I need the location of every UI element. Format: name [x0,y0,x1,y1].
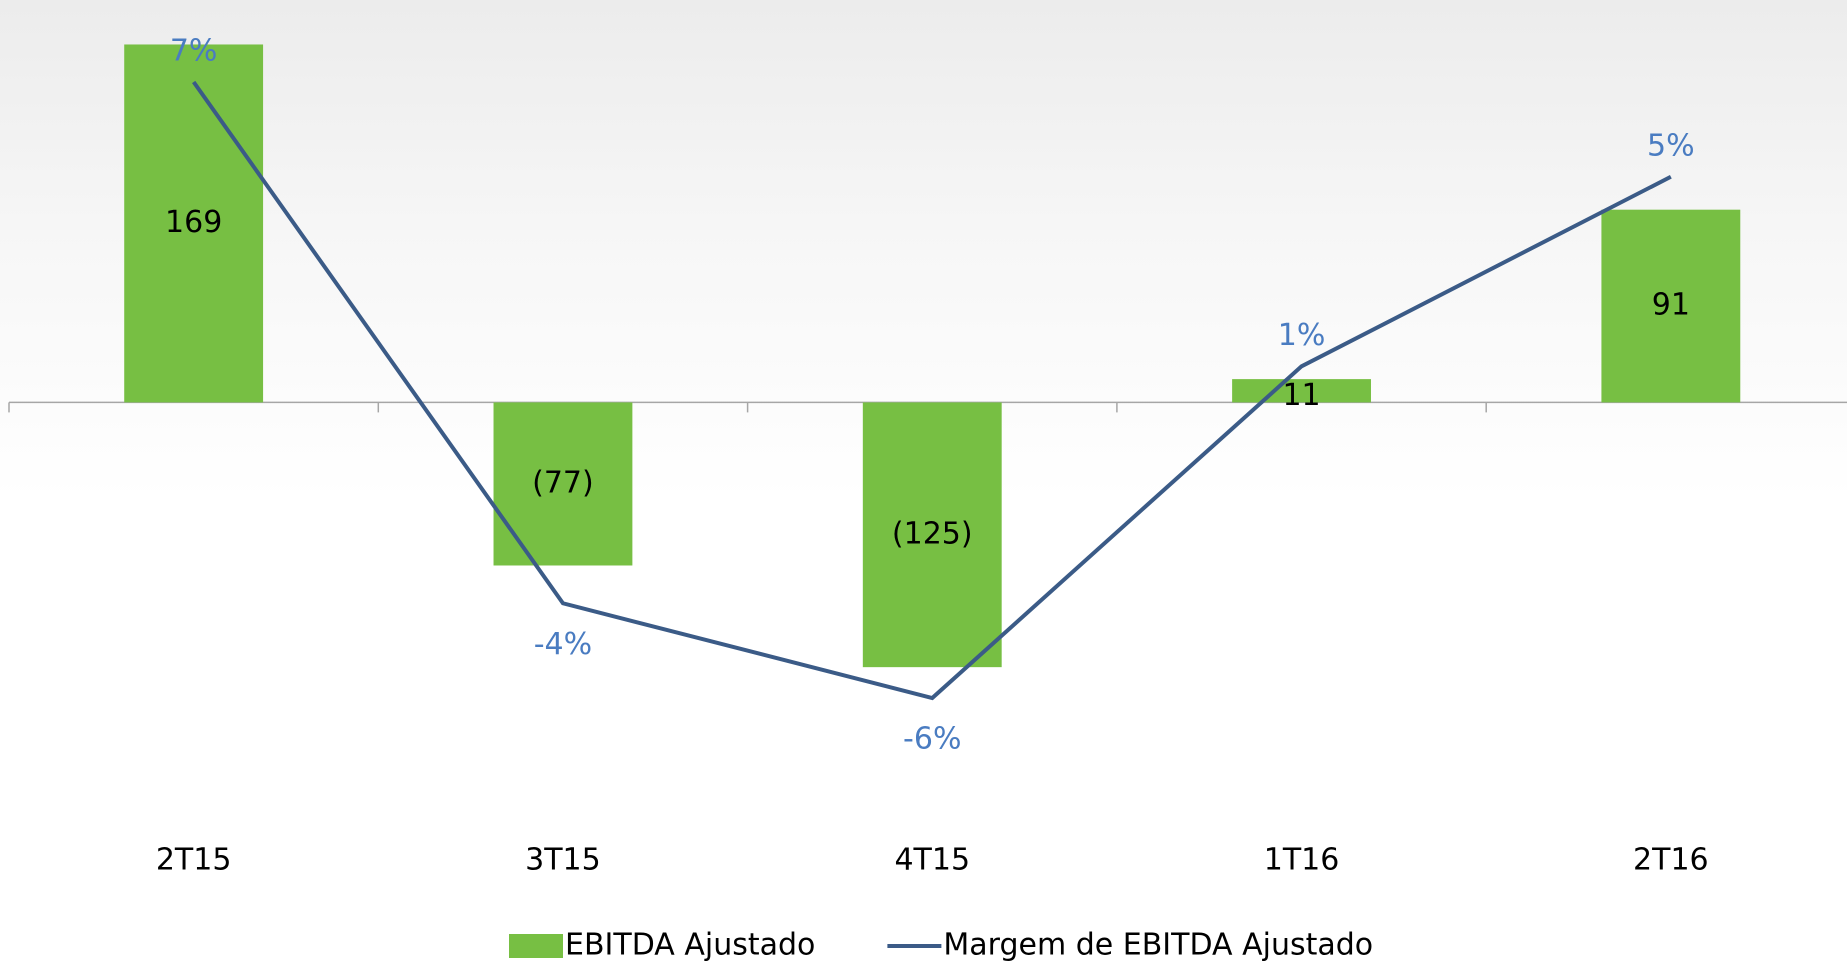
x-tick-label: 2T16 [1633,843,1709,878]
x-tick-label: 4T15 [894,843,970,878]
line-value-label: -4% [534,627,592,662]
x-tick-label: 3T15 [525,843,601,878]
legend-swatch [509,934,563,958]
bar [124,44,264,403]
legend-label: Margem de EBITDA Ajustado [943,928,1373,963]
bar-value-label: (77) [532,465,594,500]
x-tick-label: 2T15 [156,843,232,878]
x-tick-label: 1T16 [1264,843,1340,878]
bar [862,402,1002,668]
line-value-label: 7% [170,33,218,68]
legend-label: EBITDA Ajustado [565,928,815,963]
line-value-label: -6% [903,722,961,757]
line-value-label: 5% [1647,128,1695,163]
bar [1601,209,1741,403]
line [192,80,1672,701]
bar-value-label: (125) [892,516,973,551]
line-value-label: 1% [1278,318,1326,353]
bar-value-label: 11 [1282,378,1320,413]
bar-value-label: 169 [165,205,222,240]
bar-value-label: 91 [1652,288,1690,323]
